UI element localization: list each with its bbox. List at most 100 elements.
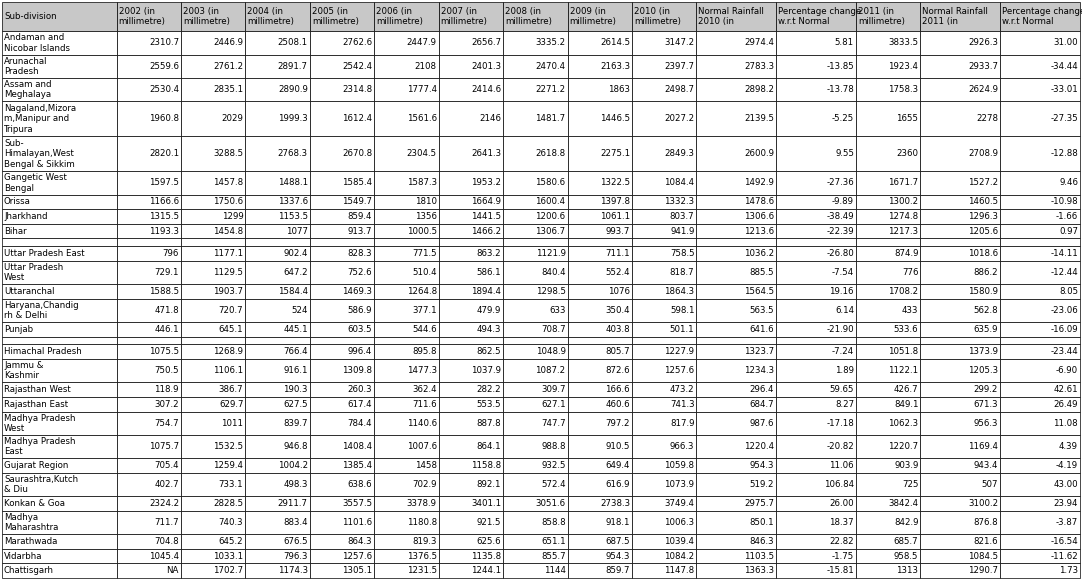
Bar <box>568 55 632 78</box>
Text: 445.1: 445.1 <box>283 325 308 334</box>
Text: 776: 776 <box>902 268 919 277</box>
Text: 645.2: 645.2 <box>219 537 243 546</box>
Text: 1122.1: 1122.1 <box>888 366 919 375</box>
Bar <box>2 511 117 534</box>
Bar <box>374 345 438 359</box>
Text: 1174.3: 1174.3 <box>278 566 308 575</box>
Text: 2139.5: 2139.5 <box>744 114 775 124</box>
Text: 966.3: 966.3 <box>670 442 695 451</box>
Bar <box>438 359 503 382</box>
Text: 685.7: 685.7 <box>894 537 919 546</box>
Bar <box>181 238 246 246</box>
Text: 2508.1: 2508.1 <box>278 38 308 48</box>
Bar <box>921 195 1000 209</box>
Text: 2146: 2146 <box>479 114 501 124</box>
Bar <box>246 549 309 563</box>
Bar <box>697 299 776 322</box>
Text: 22.82: 22.82 <box>830 537 854 546</box>
Bar <box>697 136 776 171</box>
Bar <box>632 299 697 322</box>
Bar <box>374 238 438 246</box>
Bar <box>374 511 438 534</box>
Text: 1960.8: 1960.8 <box>149 114 179 124</box>
Bar <box>776 78 856 101</box>
Text: 3147.2: 3147.2 <box>664 38 695 48</box>
Text: 598.1: 598.1 <box>670 306 695 315</box>
Text: 1140.6: 1140.6 <box>407 419 437 428</box>
Text: 2009 (in
millimetre): 2009 (in millimetre) <box>569 7 617 26</box>
Bar <box>438 102 503 136</box>
Text: 625.6: 625.6 <box>476 537 501 546</box>
Bar <box>117 549 181 563</box>
Bar <box>568 337 632 345</box>
Bar <box>246 195 309 209</box>
Text: 1488.1: 1488.1 <box>278 179 308 187</box>
Text: 2933.7: 2933.7 <box>968 61 999 71</box>
Bar <box>921 337 1000 345</box>
Text: 1478.6: 1478.6 <box>744 197 775 206</box>
Bar <box>1000 224 1080 238</box>
Bar <box>776 224 856 238</box>
Text: 1600.4: 1600.4 <box>536 197 566 206</box>
Text: 479.9: 479.9 <box>477 306 501 315</box>
Bar <box>921 397 1000 412</box>
Bar <box>503 473 568 496</box>
Text: 1103.5: 1103.5 <box>744 552 775 561</box>
Bar <box>374 534 438 549</box>
Text: 494.3: 494.3 <box>477 325 501 334</box>
Bar <box>181 359 246 382</box>
Bar <box>776 246 856 261</box>
Bar <box>117 284 181 299</box>
Bar <box>697 31 776 55</box>
Bar <box>568 549 632 563</box>
Text: 886.2: 886.2 <box>974 268 999 277</box>
Bar <box>2 102 117 136</box>
Bar <box>776 102 856 136</box>
Text: 720.7: 720.7 <box>219 306 243 315</box>
Text: -4.19: -4.19 <box>1056 461 1078 470</box>
Bar <box>181 209 246 224</box>
Text: Arunachal
Pradesh: Arunachal Pradesh <box>4 56 48 76</box>
Bar <box>309 209 374 224</box>
Text: -1.66: -1.66 <box>1056 212 1078 221</box>
Bar <box>856 337 921 345</box>
Text: 4.39: 4.39 <box>1059 442 1078 451</box>
Bar <box>181 511 246 534</box>
Text: 3557.5: 3557.5 <box>342 499 372 508</box>
Text: 2278: 2278 <box>976 114 999 124</box>
Text: 386.7: 386.7 <box>219 385 243 394</box>
Bar <box>503 224 568 238</box>
Text: 1664.9: 1664.9 <box>471 197 501 206</box>
Bar <box>181 337 246 345</box>
Bar <box>921 511 1000 534</box>
Text: 741.3: 741.3 <box>670 400 695 409</box>
Bar <box>117 382 181 397</box>
Bar <box>309 284 374 299</box>
Text: 0.97: 0.97 <box>1059 227 1078 235</box>
Text: 1305.1: 1305.1 <box>342 566 372 575</box>
Text: 1363.3: 1363.3 <box>744 566 775 575</box>
Bar <box>2 435 117 458</box>
Bar <box>1000 458 1080 473</box>
Text: 1671.7: 1671.7 <box>888 179 919 187</box>
Bar <box>181 549 246 563</box>
Bar <box>568 284 632 299</box>
Text: 2849.3: 2849.3 <box>664 149 695 158</box>
Text: 1441.5: 1441.5 <box>471 212 501 221</box>
Text: 1458: 1458 <box>414 461 437 470</box>
Text: 902.4: 902.4 <box>283 249 308 258</box>
Text: 771.5: 771.5 <box>412 249 437 258</box>
Text: 9.46: 9.46 <box>1059 179 1078 187</box>
Bar <box>568 322 632 337</box>
Text: 840.4: 840.4 <box>541 268 566 277</box>
Text: 402.7: 402.7 <box>155 480 179 489</box>
Text: 31.00: 31.00 <box>1054 38 1078 48</box>
Text: 651.1: 651.1 <box>541 537 566 546</box>
Bar <box>246 496 309 511</box>
Bar <box>374 458 438 473</box>
Text: 676.5: 676.5 <box>283 537 308 546</box>
Text: 1306.7: 1306.7 <box>536 227 566 235</box>
Bar <box>632 238 697 246</box>
Bar <box>438 549 503 563</box>
Bar <box>309 55 374 78</box>
